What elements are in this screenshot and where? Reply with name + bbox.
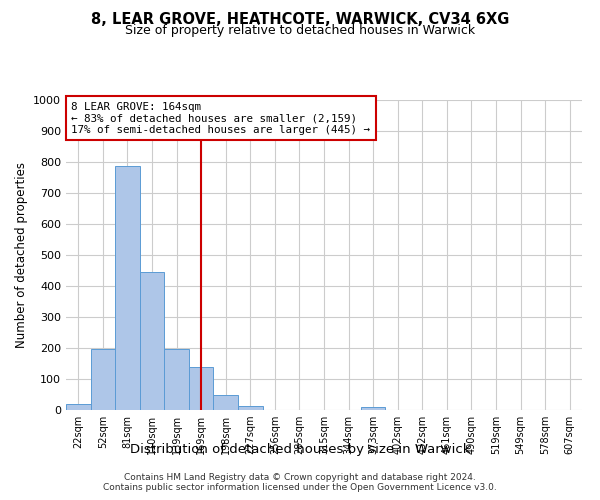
Bar — [66, 404, 91, 410]
Bar — [91, 349, 115, 410]
Text: Size of property relative to detached houses in Warwick: Size of property relative to detached ho… — [125, 24, 475, 37]
Bar — [238, 406, 263, 410]
Bar — [164, 349, 189, 410]
Bar — [140, 272, 164, 410]
Text: Distribution of detached houses by size in Warwick: Distribution of detached houses by size … — [130, 442, 470, 456]
Y-axis label: Number of detached properties: Number of detached properties — [14, 162, 28, 348]
Bar — [115, 166, 140, 410]
Text: 8 LEAR GROVE: 164sqm
← 83% of detached houses are smaller (2,159)
17% of semi-de: 8 LEAR GROVE: 164sqm ← 83% of detached h… — [71, 102, 370, 134]
Text: Contains HM Land Registry data © Crown copyright and database right 2024.
Contai: Contains HM Land Registry data © Crown c… — [103, 472, 497, 492]
Bar — [361, 407, 385, 410]
Bar — [214, 394, 238, 410]
Text: 8, LEAR GROVE, HEATHCOTE, WARWICK, CV34 6XG: 8, LEAR GROVE, HEATHCOTE, WARWICK, CV34 … — [91, 12, 509, 28]
Bar — [189, 366, 214, 410]
